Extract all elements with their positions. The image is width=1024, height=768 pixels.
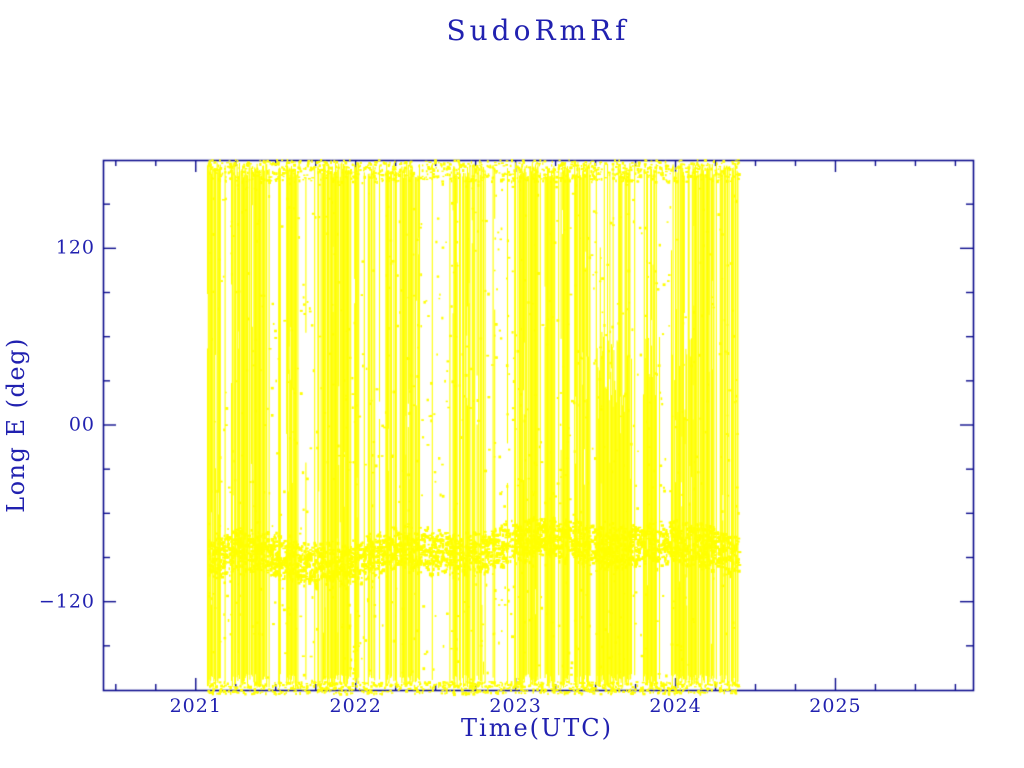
x-tick-label: 2023 [489,695,542,717]
y-axis-label: Long E (deg) [2,337,30,513]
chart-title: SudoRmRf [446,14,630,47]
x-axis-label: Time(UTC) [461,714,613,742]
x-tick-label: 2025 [809,695,862,717]
y-tick-label: 120 [55,236,95,259]
x-tick-label: 2021 [169,695,222,717]
x-tick-label: 2024 [649,695,702,717]
y-tick-label: 00 [68,413,95,436]
y-tick-label: −120 [38,590,95,613]
x-tick-label: 2022 [329,695,382,717]
